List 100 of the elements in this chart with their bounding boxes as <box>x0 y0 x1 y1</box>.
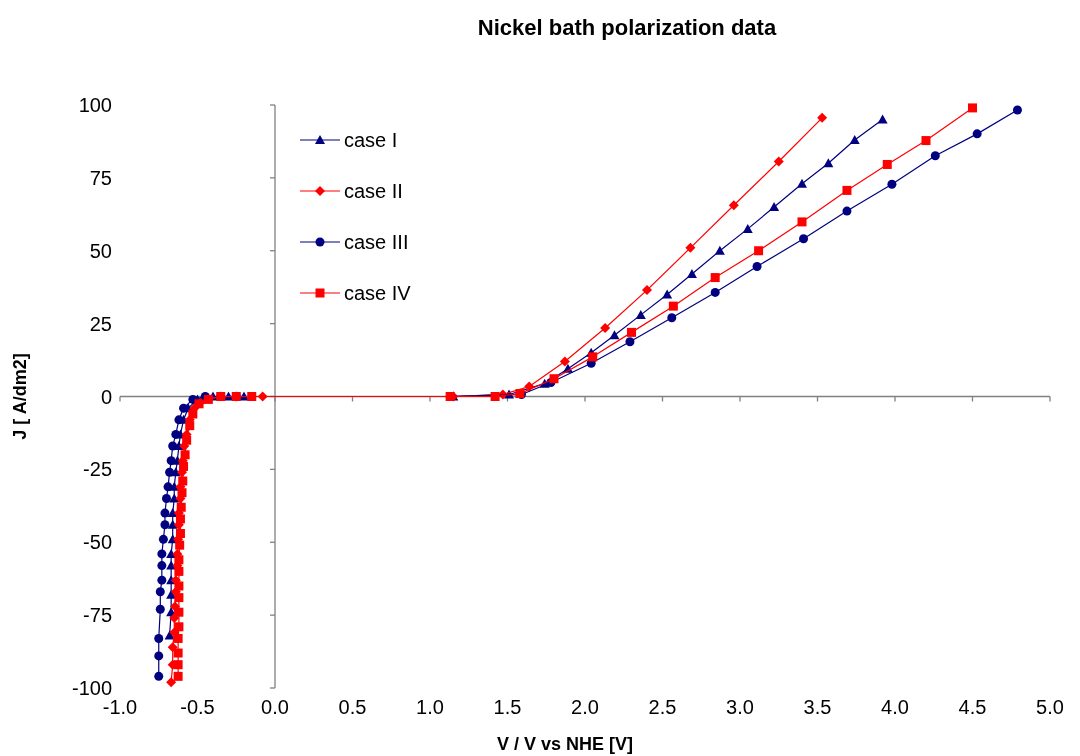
y-tick-label: 0 <box>100 385 112 408</box>
y-tick-label: -50 <box>83 531 112 554</box>
point <box>174 593 184 603</box>
point <box>490 392 500 401</box>
point <box>968 103 977 113</box>
point <box>849 134 860 144</box>
point <box>797 217 807 227</box>
y-axis-title: J [ A/dm2] <box>10 353 30 440</box>
point <box>714 245 725 255</box>
point <box>188 409 198 419</box>
point <box>710 287 720 297</box>
point <box>625 337 635 347</box>
point <box>635 309 646 319</box>
point <box>169 493 180 503</box>
point <box>160 520 170 530</box>
x-tick-label: -1.0 <box>102 696 138 718</box>
point <box>167 642 178 653</box>
point <box>180 450 190 460</box>
legend-label: case IV <box>344 282 412 304</box>
point <box>162 494 171 504</box>
point <box>769 202 780 212</box>
point <box>194 399 204 409</box>
point <box>642 285 652 296</box>
point <box>173 633 183 643</box>
y-tick-label: -75 <box>83 604 112 627</box>
x-tick-label: 4.5 <box>958 696 987 718</box>
point <box>686 269 697 279</box>
point <box>174 555 184 565</box>
x-tick-label: 2.5 <box>648 696 677 718</box>
point <box>728 200 739 211</box>
point <box>667 313 677 323</box>
point <box>173 648 183 658</box>
point <box>1012 105 1022 115</box>
point <box>171 429 181 439</box>
point <box>742 223 753 233</box>
chart-title: Nickel bath polarization data <box>477 15 777 40</box>
point <box>155 604 165 614</box>
point <box>752 261 762 271</box>
point <box>174 622 184 632</box>
point <box>609 330 620 340</box>
point <box>877 114 888 124</box>
point <box>166 456 176 466</box>
point <box>600 323 611 333</box>
point <box>754 246 764 256</box>
point <box>685 242 696 253</box>
x-tick-label: 3.5 <box>803 696 832 718</box>
x-tick-label: 4.0 <box>881 696 909 718</box>
point <box>559 356 570 367</box>
legend-label: case II <box>344 180 403 202</box>
x-tick-label: 2.0 <box>571 696 599 718</box>
point <box>823 158 834 168</box>
point <box>166 677 177 688</box>
point <box>882 159 892 169</box>
y-tick-label: 50 <box>89 239 112 262</box>
point <box>182 435 192 445</box>
point <box>799 234 809 244</box>
y-tick-label: 75 <box>89 166 112 189</box>
point <box>154 651 164 661</box>
point <box>157 575 167 585</box>
point <box>921 136 931 146</box>
point <box>174 415 184 425</box>
point <box>842 206 852 216</box>
x-tick-label: 3.0 <box>726 696 754 718</box>
point <box>175 529 185 539</box>
y-tick-label: 100 <box>78 94 112 116</box>
point <box>155 587 165 597</box>
point <box>154 671 164 681</box>
point <box>176 502 186 512</box>
point <box>972 129 982 139</box>
point <box>797 178 807 188</box>
x-tick-label: 0.0 <box>261 696 289 718</box>
y-tick-label: 25 <box>89 312 112 335</box>
point <box>627 327 636 337</box>
y-tick-label: -100 <box>71 677 112 699</box>
point <box>165 467 175 477</box>
point <box>930 151 940 161</box>
point <box>168 441 178 451</box>
x-tick-label: 1.5 <box>493 696 522 718</box>
point <box>174 581 184 591</box>
point <box>158 534 168 544</box>
point <box>173 671 183 681</box>
point <box>154 633 164 643</box>
point <box>247 392 257 401</box>
x-tick-label: 0.5 <box>338 696 367 718</box>
point <box>842 185 852 195</box>
point <box>173 660 183 670</box>
point <box>157 561 167 571</box>
point <box>174 566 184 576</box>
point <box>167 519 178 529</box>
point <box>177 488 187 498</box>
x-tick-label: 5.0 <box>1036 696 1064 718</box>
point <box>668 301 678 311</box>
point <box>175 540 185 550</box>
point <box>157 549 167 559</box>
x-axis-title: V / V vs NHE [V] <box>496 734 634 754</box>
legend-label: case I <box>344 129 398 151</box>
point <box>178 476 188 486</box>
y-tick-label: -25 <box>83 458 112 481</box>
x-tick-label: -0.5 <box>180 696 215 718</box>
point <box>179 461 189 471</box>
